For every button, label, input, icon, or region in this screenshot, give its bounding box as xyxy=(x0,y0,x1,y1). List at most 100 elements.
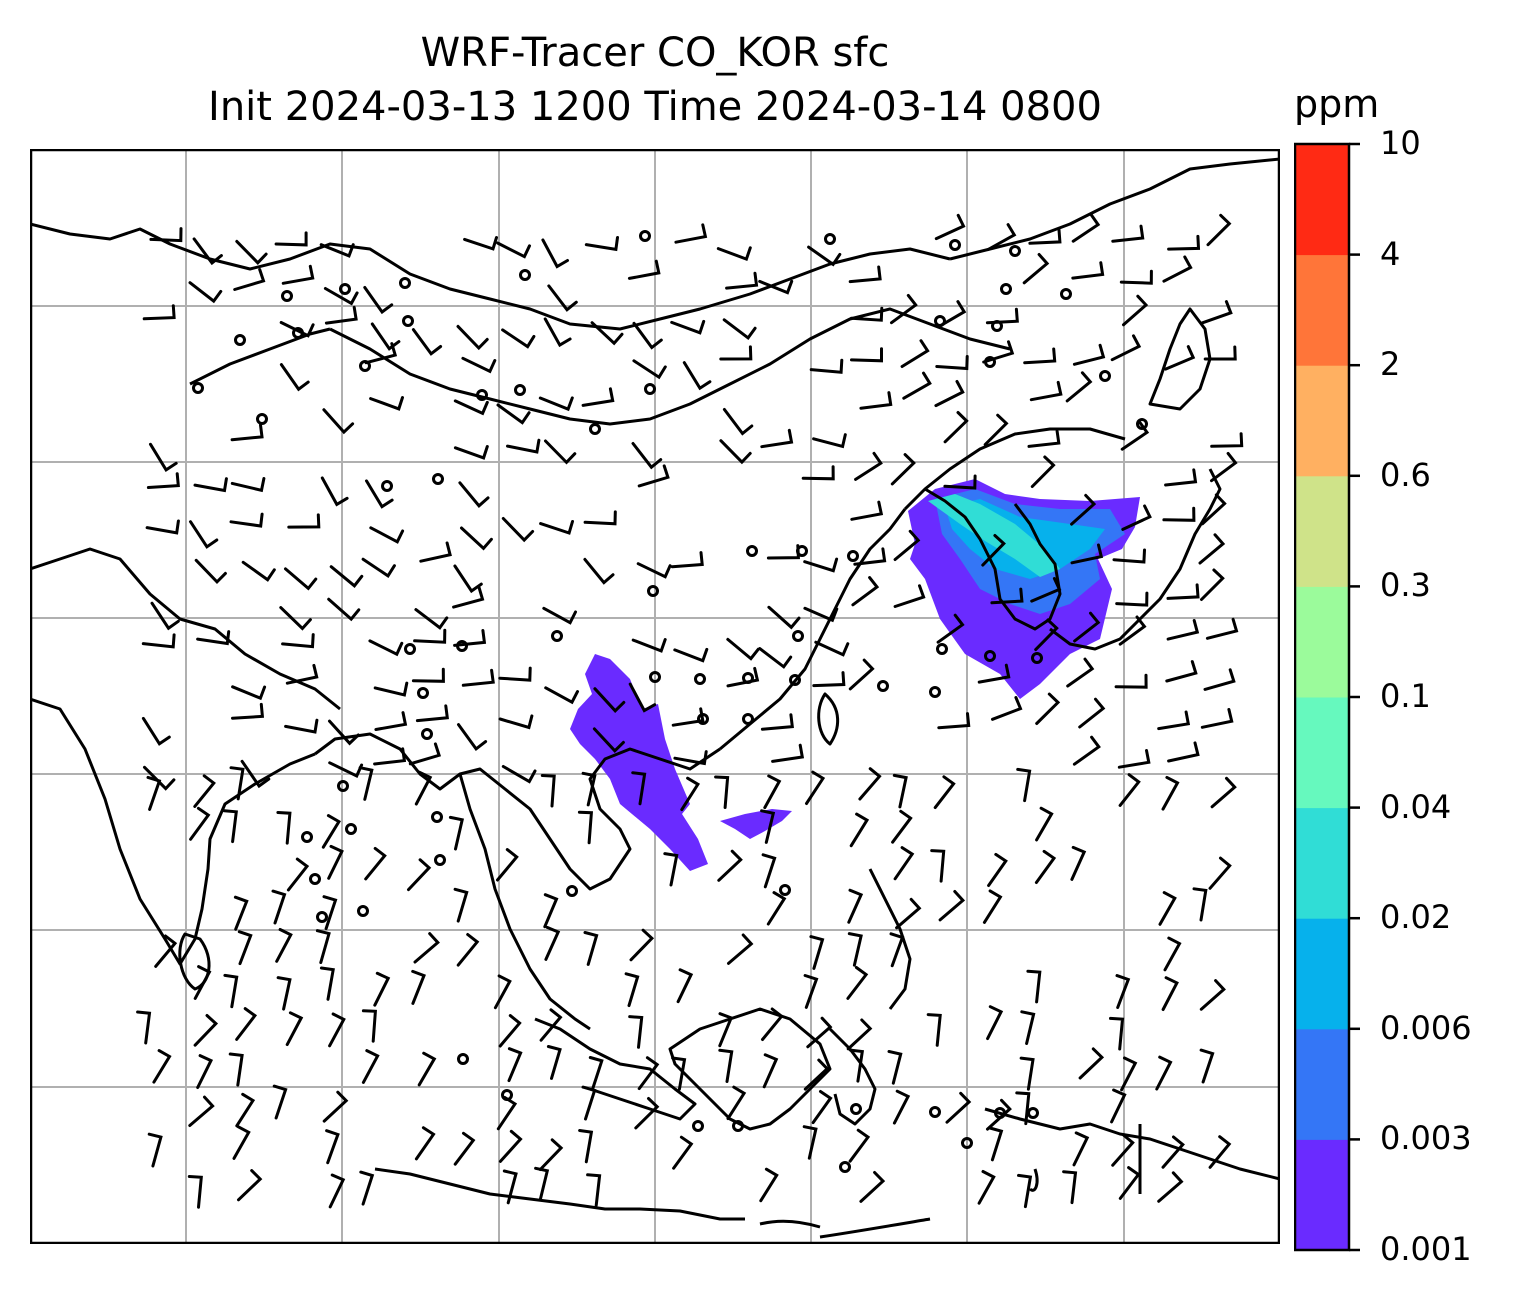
wind-barb xyxy=(414,1126,436,1161)
wind-barb xyxy=(1162,255,1193,283)
wind-barb xyxy=(542,606,577,625)
calm-wind-marker xyxy=(929,686,941,698)
wind-barb xyxy=(415,704,449,723)
calm-wind-marker xyxy=(994,1107,1006,1119)
wind-barb xyxy=(235,239,268,265)
wind-barb xyxy=(985,307,1019,325)
calm-wind-marker xyxy=(692,1120,704,1132)
wind-barb xyxy=(893,584,926,608)
wind-barb xyxy=(1122,294,1149,327)
calm-wind-marker xyxy=(877,680,889,692)
wind-barb xyxy=(149,442,178,473)
wind-barb xyxy=(943,474,977,490)
wind-barb xyxy=(1118,773,1141,807)
calm-wind-marker xyxy=(256,413,268,425)
wind-barb xyxy=(1166,583,1200,600)
wind-barb xyxy=(196,630,231,646)
map-gridlines xyxy=(30,149,1280,1244)
wind-barb xyxy=(634,1097,660,1130)
calm-wind-marker xyxy=(316,911,328,923)
wind-barb xyxy=(461,356,497,374)
wind-barb xyxy=(991,696,1023,721)
wind-barb xyxy=(761,853,777,889)
wind-barb xyxy=(1016,767,1032,803)
colorbar-segment xyxy=(1295,365,1349,477)
wind-barb xyxy=(719,345,753,361)
colorbar-segment xyxy=(1295,254,1349,366)
wind-barb xyxy=(368,639,404,657)
wind-barb xyxy=(231,702,265,720)
wind-barb xyxy=(229,766,245,801)
wind-barb xyxy=(547,284,578,312)
wind-barb xyxy=(325,1129,340,1165)
wind-barb xyxy=(771,743,805,763)
wind-barb xyxy=(1070,543,1104,565)
wind-barb xyxy=(539,520,574,535)
wind-barb xyxy=(726,666,760,688)
wind-barb xyxy=(670,551,704,569)
wind-barb xyxy=(1109,1016,1125,1051)
calm-wind-marker xyxy=(309,873,321,885)
wind-barb xyxy=(936,300,967,329)
wind-barb xyxy=(461,668,495,687)
wind-barb xyxy=(814,640,850,657)
wind-barb xyxy=(1118,1166,1141,1200)
wind-barb xyxy=(1110,334,1142,362)
wind-barb xyxy=(322,408,355,435)
wind-barb xyxy=(149,227,183,243)
wind-barb xyxy=(319,966,335,1001)
wind-barb xyxy=(1119,269,1153,285)
wind-barb xyxy=(761,1007,784,1041)
wind-barb xyxy=(152,1049,172,1084)
colorbar-segments xyxy=(1295,144,1349,1251)
wind-barb xyxy=(893,846,915,881)
wind-barb xyxy=(544,925,561,961)
wind-barb xyxy=(327,844,344,880)
wind-barb xyxy=(1115,591,1149,607)
wind-barb xyxy=(1201,493,1227,526)
wind-barb xyxy=(887,1050,903,1085)
wind-barb xyxy=(1071,261,1105,280)
wind-barb xyxy=(154,934,178,968)
wind-barb xyxy=(328,1012,346,1048)
wind-barb xyxy=(1200,708,1234,729)
wind-barb xyxy=(235,1007,258,1041)
wind-barb xyxy=(848,1128,871,1163)
calm-wind-marker xyxy=(501,1089,513,1101)
wind-barb xyxy=(1157,710,1191,731)
wind-barb xyxy=(803,557,839,573)
wind-barb xyxy=(323,287,359,306)
wind-barb xyxy=(324,305,358,325)
wind-barb xyxy=(671,707,705,727)
wind-barb xyxy=(718,1012,734,1048)
wind-barb xyxy=(1073,611,1101,643)
wind-barb xyxy=(581,387,615,407)
wind-barb xyxy=(1167,741,1200,763)
wind-barb xyxy=(1071,213,1101,243)
wind-barb xyxy=(854,451,883,481)
calm-wind-marker xyxy=(551,630,563,642)
wind-barb xyxy=(322,895,338,931)
wind-barb xyxy=(196,1054,214,1089)
wind-barb xyxy=(1157,1171,1184,1203)
wind-barb xyxy=(990,587,1024,605)
wind-barb xyxy=(807,245,842,267)
wind-barb xyxy=(631,638,667,653)
wind-barb xyxy=(1022,253,1050,285)
tracer-plume-south-china-sea xyxy=(720,809,792,839)
wind-barb xyxy=(892,773,908,809)
wind-barb xyxy=(1120,1056,1138,1092)
wind-barb xyxy=(1030,455,1056,488)
wind-barb xyxy=(541,238,569,269)
wind-barb xyxy=(629,928,655,962)
colorbar-unit-label: ppm xyxy=(1294,82,1380,126)
wind-barb xyxy=(1115,974,1131,1009)
wind-barb xyxy=(936,613,965,644)
wind-barb xyxy=(411,667,445,683)
wind-barb xyxy=(1166,619,1200,641)
calm-wind-marker xyxy=(514,384,526,396)
wind-barb xyxy=(361,1009,378,1043)
wind-barb xyxy=(361,557,396,579)
wind-barb xyxy=(802,1125,818,1160)
calm-wind-marker xyxy=(934,315,946,327)
